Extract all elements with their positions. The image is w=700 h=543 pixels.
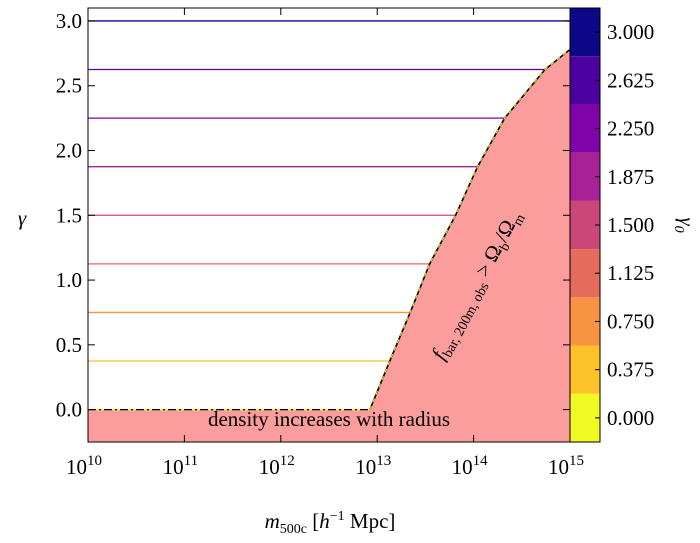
- colorbar-tick-label: 2.625: [607, 68, 654, 92]
- colorbar-tick-label: 1.500: [607, 213, 654, 237]
- region-fill: [88, 49, 570, 442]
- colorbar-tick-label: 0.000: [607, 406, 654, 430]
- x-tick-base: 10: [355, 455, 376, 479]
- x-tick-base: 10: [163, 455, 184, 479]
- x-tick-base: 10: [66, 455, 87, 479]
- y-tick-label: 1.5: [56, 203, 82, 227]
- colorbar-tick-label: 3.000: [607, 20, 654, 44]
- x-label-h: h: [319, 509, 330, 533]
- colorbar-tick-label: 1.125: [607, 261, 654, 285]
- x-tick-label: 1011: [163, 453, 198, 479]
- x-tick-exp: 10: [87, 453, 102, 469]
- x-tick-label: 1010: [66, 453, 102, 479]
- x-label-open: [: [307, 509, 319, 533]
- x-tick-label: 1013: [355, 453, 391, 479]
- x-label-base: m: [265, 509, 280, 533]
- colorbar-tick-label: 2.250: [607, 117, 654, 141]
- x-axis-label: m500c [h−1 Mpc]: [265, 509, 396, 537]
- x-label-sub: 500c: [280, 522, 307, 537]
- x-label-rest: Mpc]: [345, 509, 396, 533]
- x-tick-base: 10: [259, 455, 280, 479]
- colorbar-label-sub: 0: [671, 226, 686, 233]
- x-tick-label: 1014: [452, 453, 489, 479]
- y-tick-label: 0.0: [56, 398, 82, 422]
- x-tick-exp: 13: [376, 453, 391, 469]
- y-axis-label: γ: [18, 206, 27, 230]
- colorbar-tick-label: 1.875: [607, 165, 654, 189]
- x-tick-exp: 12: [280, 453, 295, 469]
- colorbar-tick-label: 0.375: [607, 358, 654, 382]
- x-label-sup: −1: [330, 509, 345, 524]
- y-tick-label: 2.5: [56, 74, 82, 98]
- boundary-curve-dash: [369, 49, 571, 410]
- colorbar-tick-label: 0.750: [607, 309, 654, 333]
- x-tick-exp: 15: [569, 453, 584, 469]
- y-tick-label: 1.0: [56, 268, 82, 292]
- x-tick-exp: 11: [184, 453, 198, 469]
- y-tick-label: 0.5: [56, 333, 82, 357]
- x-tick-label: 1012: [259, 453, 295, 479]
- x-tick-base: 10: [452, 455, 473, 479]
- x-tick-label: 1015: [548, 453, 584, 479]
- y-tick-label: 2.0: [56, 139, 82, 163]
- y-tick-label: 3.0: [56, 9, 82, 33]
- colorbar-label: γ0: [671, 217, 699, 232]
- colorbar-label-base: γ: [675, 217, 699, 226]
- x-tick-base: 10: [548, 455, 569, 479]
- x-tick-exp: 14: [473, 453, 489, 469]
- annotation-bottom: density increases with radius: [208, 407, 450, 431]
